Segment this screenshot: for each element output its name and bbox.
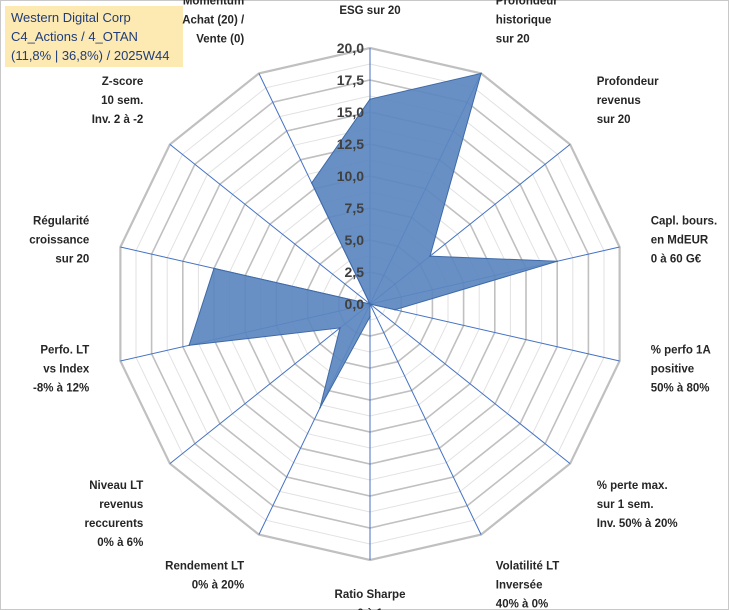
radar-axis-labels: NoteESG sur 20 Profondeur historique sur 20… bbox=[29, 0, 717, 610]
radar-axis-label-line: Rendement LT bbox=[165, 560, 244, 572]
radar-axis-label: Régularité croissance sur 20 bbox=[29, 216, 89, 266]
radar-series bbox=[188, 72, 558, 409]
radar-axis-label-line: en MdEUR bbox=[651, 235, 709, 247]
radar-axis-label: Perfo. LT vs Index -8% à 12% bbox=[33, 345, 90, 395]
radar-axis-label-line: ESG sur 20 bbox=[339, 5, 400, 17]
radar-axis-label-line: -8% à 12% bbox=[33, 383, 89, 395]
radar-axis-label-line: 0 à 60 G€ bbox=[651, 254, 702, 266]
radar-data-point bbox=[213, 267, 215, 270]
radar-axis-label: Momentum Achat (20) / Vente (0) bbox=[182, 0, 245, 46]
radar-data-point bbox=[319, 407, 321, 409]
radar-axis-label-line: 10 sem. bbox=[101, 95, 143, 107]
radar-spoke bbox=[169, 144, 371, 305]
radar-spoke bbox=[369, 303, 571, 464]
radar-data-point bbox=[310, 182, 313, 184]
radar-axis-label-line: sur 20 bbox=[55, 254, 89, 266]
radar-data-point bbox=[369, 303, 371, 305]
radar-axis-label-line: Achat (20) / bbox=[182, 15, 245, 27]
radar-axis-label-line: Z-score bbox=[102, 76, 144, 88]
radar-axis-label-line: 50% à 80% bbox=[651, 383, 710, 395]
radar-tick-label: 15,0 bbox=[337, 104, 364, 120]
radar-axis-label: NoteESG sur 20 bbox=[339, 0, 400, 17]
radar-data-point bbox=[188, 344, 190, 347]
radar-series-area bbox=[188, 72, 558, 409]
radar-data-point bbox=[429, 255, 431, 257]
radar-axis-label-line: Vente (0) bbox=[196, 34, 244, 46]
radar-axis-label-line: reccurents bbox=[84, 518, 143, 530]
radar-data-point bbox=[556, 260, 558, 263]
radar-axis-label-line: sur 20 bbox=[496, 34, 530, 46]
radar-axis-label: Z-score 10 sem. Inv. 2 à -2 bbox=[92, 76, 144, 126]
radar-axis-label-line: Momentum bbox=[183, 0, 244, 8]
radar-axis-label: % perfo 1A positive 50% à 80% bbox=[651, 345, 711, 395]
radar-axis-label: Niveau LT revenus reccurents 0% à 6% bbox=[84, 480, 143, 549]
radar-axis-label-line: Capl. bours. bbox=[651, 216, 717, 228]
radar-tick-labels: 0,0 2,5 5,0 7,5 10,0 12,5 15,0 17,5 20,0 bbox=[337, 40, 364, 312]
radar-axis-label-line: Inv. 50% à 20% bbox=[597, 518, 678, 530]
radar-axis-label-line: 0% à 6% bbox=[97, 537, 143, 549]
radar-axis-label-line: Inversée bbox=[496, 579, 543, 591]
radar-axis-label-line: Profondeur bbox=[597, 76, 659, 88]
radar-data-point bbox=[369, 98, 371, 100]
radar-spoke bbox=[369, 303, 482, 535]
radar-axis-label-line: sur 1 sem. bbox=[597, 499, 654, 511]
radar-tick-label: 20,0 bbox=[337, 40, 364, 56]
radar-axis-label-line: Ratio Sharpe bbox=[335, 589, 406, 601]
radar-spoke bbox=[169, 303, 371, 464]
radar-axis-label-line: croissance bbox=[29, 235, 89, 247]
radar-data-point bbox=[339, 327, 341, 329]
chart-title-stats: (11,8% | 36,8%) / 2025W44 bbox=[11, 48, 170, 63]
radar-tick-label: 2,5 bbox=[345, 264, 365, 280]
radar-tick-label: 17,5 bbox=[337, 72, 364, 88]
radar-axis-label-line: Niveau LT bbox=[89, 480, 143, 492]
radar-axis-label-line: historique bbox=[496, 15, 552, 27]
radar-axis-label-line: 40% à 0% bbox=[496, 598, 548, 610]
radar-data-point bbox=[369, 316, 371, 318]
radar-axis-label: Profondeur revenus sur 20 bbox=[597, 76, 659, 126]
radar-axis-label-line: Profondeur bbox=[496, 0, 558, 8]
radar-axis-label: Ratio Sharpe 0 à 1 bbox=[335, 589, 406, 610]
radar-axis-label-line: % perte max. bbox=[597, 480, 668, 492]
radar-axis-label-line: Régularité bbox=[33, 216, 89, 228]
radar-axis-label: Rendement LT 0% à 20% bbox=[165, 560, 244, 591]
radar-axis-label-line: Perfo. LT bbox=[40, 345, 89, 357]
radar-axis-label-line: vs Index bbox=[43, 364, 90, 376]
radar-spoke bbox=[369, 303, 620, 362]
radar-axis-label-line: Volatilité LT bbox=[496, 560, 559, 572]
radar-axis-label-line: revenus bbox=[597, 95, 641, 107]
radar-axis-label: Capl. bours. en MdEUR 0 à 60 G€ bbox=[651, 216, 717, 266]
radar-tick-label: 5,0 bbox=[345, 232, 365, 248]
radar-axis-label-line: 0% à 20% bbox=[192, 579, 244, 591]
chart-title-company: Western Digital Corp bbox=[11, 10, 131, 25]
radar-data-point bbox=[394, 308, 396, 311]
radar-tick-label: 12,5 bbox=[337, 136, 364, 152]
radar-axis-label-line: 0 à 1 bbox=[357, 608, 383, 610]
radar-data-point bbox=[480, 72, 482, 75]
radar-axis-label: % perte max. sur 1 sem. Inv. 50% à 20% bbox=[597, 480, 678, 530]
radar-tick-label: 10,0 bbox=[337, 168, 364, 184]
radar-axis-label-line: positive bbox=[651, 364, 694, 376]
radar-axis-label-line: Inv. 2 à -2 bbox=[92, 114, 144, 126]
radar-axis-label-line: sur 20 bbox=[597, 114, 631, 126]
radar-tick-label: 0,0 bbox=[345, 296, 365, 312]
radar-axis-label: Profondeur historique sur 20 bbox=[496, 0, 558, 46]
radar-tick-label: 7,5 bbox=[345, 200, 365, 216]
radar-axis-label-line: % perfo 1A bbox=[651, 345, 711, 357]
chart-title-box: Western Digital Corp C4_Actions / 4_OTAN… bbox=[5, 6, 183, 67]
chart-title-category: C4_Actions / 4_OTAN bbox=[11, 29, 138, 44]
radar-axis-label: Volatilité LT Inversée 40% à 0% bbox=[496, 560, 559, 610]
radar-axis-label-line: revenus bbox=[99, 499, 143, 511]
